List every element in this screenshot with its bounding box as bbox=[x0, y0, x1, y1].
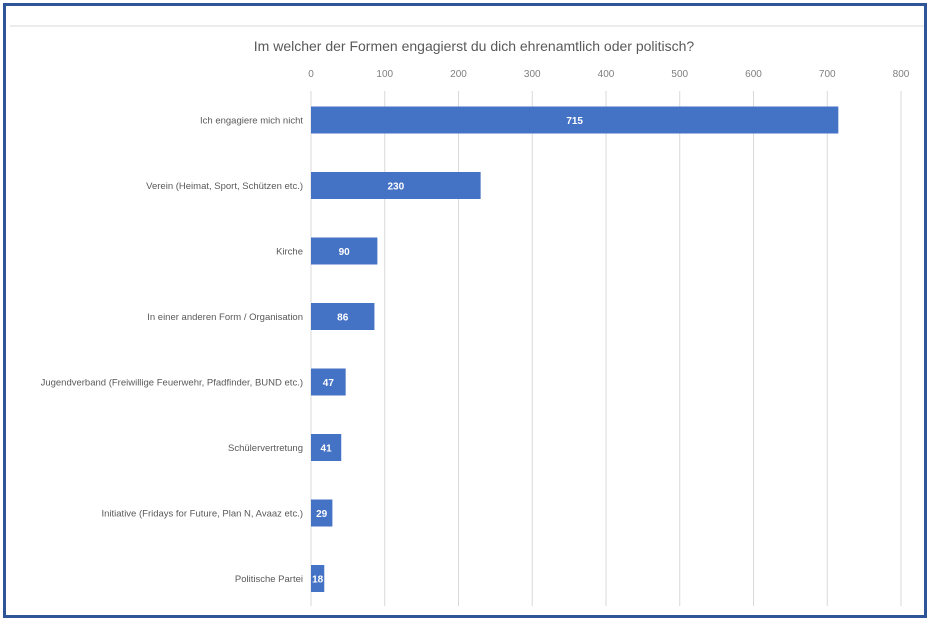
chart-frame: Im welcher der Formen engagierst du dich… bbox=[3, 3, 927, 618]
data-label: 715 bbox=[566, 116, 583, 127]
data-label: 18 bbox=[312, 575, 324, 586]
bar bbox=[311, 106, 839, 134]
x-tick-label: 200 bbox=[450, 69, 467, 80]
category-label: Politische Partei bbox=[235, 574, 303, 585]
x-axis-ticks: 0 100 200 300 400 500 600 700 800 bbox=[308, 69, 910, 80]
bar bbox=[311, 499, 333, 527]
bar bbox=[311, 368, 346, 396]
category-label: Kirche bbox=[276, 247, 303, 258]
x-tick-label: 400 bbox=[598, 69, 615, 80]
x-tick-label: 300 bbox=[524, 69, 541, 80]
data-label: 29 bbox=[316, 509, 328, 520]
category-label: In einer anderen Form / Organisation bbox=[147, 312, 303, 323]
x-tick-label: 800 bbox=[893, 69, 910, 80]
bar bbox=[311, 172, 481, 199]
category-label: Verein (Heimat, Sport, Schützen etc.) bbox=[146, 181, 303, 192]
data-label: 90 bbox=[339, 247, 351, 258]
gridlines bbox=[310, 91, 902, 606]
bar bbox=[311, 434, 342, 461]
bar-chart: Im welcher der Formen engagierst du dich… bbox=[10, 25, 924, 606]
data-label: 41 bbox=[321, 444, 333, 455]
category-label: Initiative (Fridays for Future, Plan N, … bbox=[101, 509, 303, 520]
bar bbox=[311, 237, 378, 265]
x-tick-label: 600 bbox=[745, 69, 762, 80]
category-labels: Ich engagiere mich nicht Verein (Heimat, … bbox=[41, 116, 304, 586]
category-label: Ich engagiere mich nicht bbox=[200, 116, 303, 127]
bar bbox=[311, 565, 325, 592]
x-tick-label: 700 bbox=[819, 69, 836, 80]
category-label: Schülervertretung bbox=[228, 443, 303, 454]
data-label: 86 bbox=[337, 313, 349, 324]
chart-title: Im welcher der Formen engagierst du dich… bbox=[254, 38, 695, 54]
bar bbox=[311, 303, 375, 330]
data-label: 47 bbox=[323, 378, 335, 389]
x-tick-label: 500 bbox=[671, 69, 688, 80]
category-label: Jugendverband (Freiwillige Feuerwehr, Pf… bbox=[41, 378, 303, 389]
x-tick-label: 0 bbox=[308, 69, 314, 80]
data-label: 230 bbox=[387, 182, 404, 193]
x-tick-label: 100 bbox=[376, 69, 393, 80]
bars: 715 230 90 86 47 41 29 18 bbox=[311, 106, 839, 592]
